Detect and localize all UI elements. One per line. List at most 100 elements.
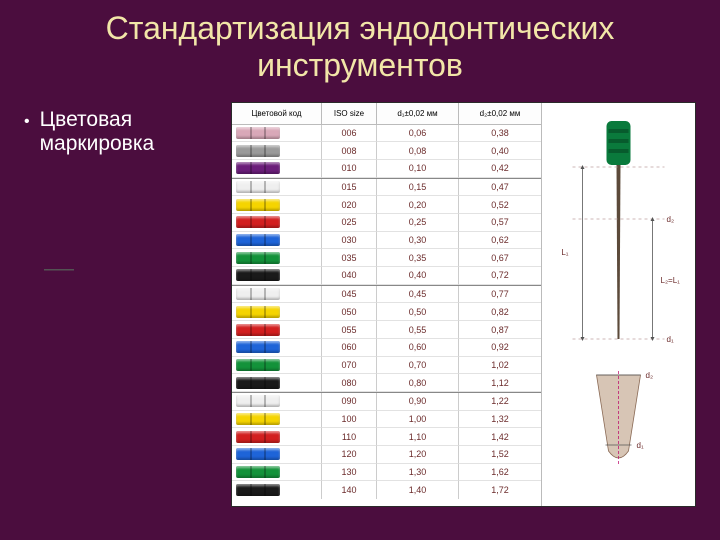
cell-d2: 1,12 — [459, 374, 541, 392]
cell-color — [232, 303, 322, 321]
color-handle-icon — [236, 324, 280, 336]
cell-d2: 1,22 — [459, 393, 541, 411]
cell-d1: 0,45 — [377, 286, 459, 304]
cell-d1: 0,15 — [377, 179, 459, 197]
color-handle-icon — [236, 127, 280, 139]
cell-d2: 0,87 — [459, 321, 541, 339]
color-handle-icon — [236, 199, 280, 211]
cell-d1: 0,60 — [377, 339, 459, 357]
cell-d2: 1,32 — [459, 411, 541, 429]
color-handle-icon — [236, 431, 280, 443]
cell-color — [232, 357, 322, 375]
cell-iso: 006 — [322, 125, 377, 143]
table-row: 1201,201,52 — [232, 446, 541, 464]
cell-d2: 1,62 — [459, 464, 541, 482]
cell-iso: 045 — [322, 286, 377, 304]
cell-color — [232, 481, 322, 499]
cell-d1: 0,20 — [377, 196, 459, 214]
table-row: 0700,701,02 — [232, 357, 541, 375]
cell-iso: 080 — [322, 374, 377, 392]
th-color: Цветовой код — [232, 103, 322, 125]
color-handle-icon — [236, 216, 280, 228]
cell-d2: 0,77 — [459, 286, 541, 304]
figure: Цветовой код ISO size d₁±0,02 мм d₂±0,02… — [231, 102, 696, 507]
cell-d2: 0,57 — [459, 214, 541, 232]
cell-d1: 1,20 — [377, 446, 459, 464]
cell-d1: 1,10 — [377, 428, 459, 446]
cell-color — [232, 267, 322, 285]
cell-d1: 0,10 — [377, 160, 459, 178]
bullet-item: • Цветовая маркировка — [24, 108, 219, 156]
cell-d1: 0,35 — [377, 249, 459, 267]
cell-color — [232, 339, 322, 357]
cell-color — [232, 464, 322, 482]
cell-iso: 020 — [322, 196, 377, 214]
cell-d2: 0,92 — [459, 339, 541, 357]
bullet-text: Цветовая маркировка — [40, 108, 219, 156]
iso-table: Цветовой код ISO size d₁±0,02 мм d₂±0,02… — [232, 103, 542, 506]
cell-d1: 0,80 — [377, 374, 459, 392]
cell-d1: 1,40 — [377, 481, 459, 499]
table-row: 0400,400,72 — [232, 267, 541, 285]
cell-d2: 0,72 — [459, 267, 541, 285]
cell-d1: 1,30 — [377, 464, 459, 482]
cell-iso: 035 — [322, 249, 377, 267]
color-handle-icon — [236, 288, 280, 300]
cell-iso: 120 — [322, 446, 377, 464]
cell-d2: 0,52 — [459, 196, 541, 214]
table-row: 0350,350,67 — [232, 249, 541, 267]
cell-d2: 0,40 — [459, 142, 541, 160]
cell-d1: 0,90 — [377, 393, 459, 411]
color-handle-icon — [236, 162, 280, 174]
color-handle-icon — [236, 341, 280, 353]
cell-color — [232, 179, 322, 197]
color-handle-icon — [236, 359, 280, 371]
color-handle-icon — [236, 234, 280, 246]
table-row: 1301,301,62 — [232, 464, 541, 482]
cell-color — [232, 214, 322, 232]
table-row: 0200,200,52 — [232, 196, 541, 214]
table-row: 0500,500,82 — [232, 303, 541, 321]
cell-d1: 0,06 — [377, 125, 459, 143]
color-handle-icon — [236, 145, 280, 157]
th-d2: d₂±0,02 мм — [459, 103, 541, 125]
cell-d2: 0,42 — [459, 160, 541, 178]
tip-label-d1: d₁ — [637, 441, 644, 450]
color-handle-icon — [236, 269, 280, 281]
cell-color — [232, 411, 322, 429]
color-handle-icon — [236, 413, 280, 425]
cell-color — [232, 196, 322, 214]
table-row: 0100,100,42 — [232, 160, 541, 178]
cell-iso: 140 — [322, 481, 377, 499]
table-row: 0300,300,62 — [232, 232, 541, 250]
label-L1: L₁ — [561, 248, 568, 257]
cell-d2: 0,67 — [459, 249, 541, 267]
cell-iso: 110 — [322, 428, 377, 446]
cell-iso: 008 — [322, 142, 377, 160]
tip-label-d2: d₂ — [646, 371, 654, 380]
cell-color — [232, 232, 322, 250]
cell-d1: 0,55 — [377, 321, 459, 339]
cell-d2: 1,72 — [459, 481, 541, 499]
label-d1: d₁ — [667, 335, 674, 344]
cell-iso: 025 — [322, 214, 377, 232]
cell-d2: 0,38 — [459, 125, 541, 143]
table-row: 0900,901,22 — [232, 393, 541, 411]
cell-iso: 050 — [322, 303, 377, 321]
cell-color — [232, 125, 322, 143]
cell-d1: 0,30 — [377, 232, 459, 250]
tip-svg: d₂ d₁ — [542, 365, 695, 485]
cell-d1: 0,40 — [377, 267, 459, 285]
slide: Стандартизация эндодонтических инструмен… — [0, 0, 720, 540]
table-row: 0060,060,38 — [232, 125, 541, 143]
bullet-list: • Цветовая маркировка — [24, 102, 219, 507]
table-row: 0800,801,12 — [232, 374, 541, 392]
color-handle-icon — [236, 181, 280, 193]
cell-d1: 1,00 — [377, 411, 459, 429]
cell-iso: 100 — [322, 411, 377, 429]
cell-d2: 0,47 — [459, 179, 541, 197]
table-row: 0600,600,92 — [232, 339, 541, 357]
cell-color — [232, 393, 322, 411]
cell-d1: 0,70 — [377, 357, 459, 375]
color-handle-icon — [236, 466, 280, 478]
